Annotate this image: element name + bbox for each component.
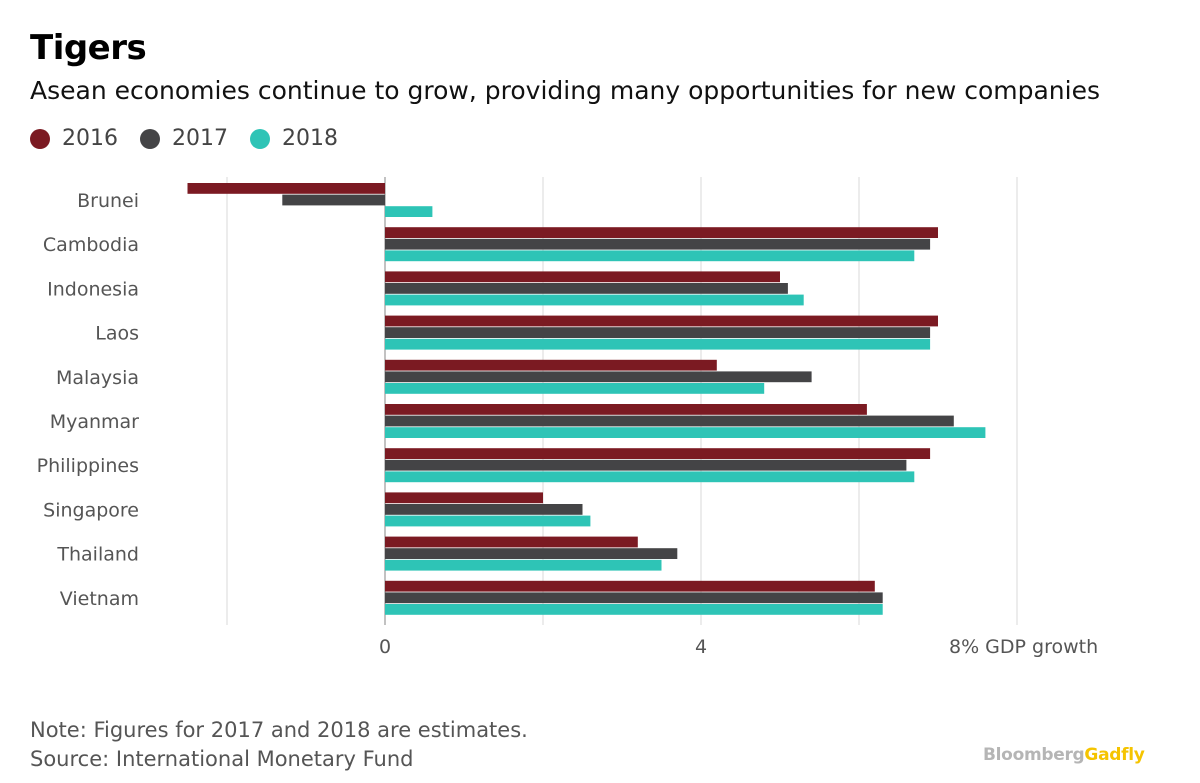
category-label: Myanmar <box>50 411 139 433</box>
bar-myanmar-2017 <box>385 415 954 427</box>
bar-singapore-2017 <box>385 504 583 515</box>
bar-cambodia-2016 <box>385 227 938 238</box>
bar-vietnam-2017 <box>385 592 883 604</box>
legend-label-2016: 2016 <box>62 126 118 151</box>
x-tick-label: 4 <box>695 636 707 658</box>
bar-cambodia-2017 <box>385 238 931 250</box>
bar-philippines-2017 <box>385 459 907 471</box>
category-label: Cambodia <box>43 234 139 256</box>
bar-malaysia-2017 <box>385 371 812 383</box>
source-text: Source: International Monetary Fund <box>30 747 414 771</box>
legend-dot-2016 <box>30 128 50 149</box>
footnote: Note: Figures for 2017 and 2018 are esti… <box>30 716 528 774</box>
x-tick-label: 0 <box>379 636 391 658</box>
note-text: Note: Figures for 2017 and 2018 are esti… <box>30 718 528 742</box>
bar-myanmar-2018 <box>385 427 986 438</box>
brand-gadfly: Gadfly <box>1084 745 1145 765</box>
x-tick-label: 8% GDP growth <box>949 636 1098 658</box>
legend-item-2016: 2016 <box>30 126 118 151</box>
bar-philippines-2018 <box>385 471 915 483</box>
legend-dot-2018 <box>250 128 270 149</box>
legend-label-2018: 2018 <box>282 126 338 151</box>
category-label: Laos <box>95 323 139 345</box>
bar-singapore-2016 <box>385 492 543 504</box>
legend-item-2018: 2018 <box>250 126 338 151</box>
bar-thailand-2017 <box>385 548 678 559</box>
bar-indonesia-2018 <box>385 294 804 306</box>
legend: 2016 2017 2018 <box>30 126 360 151</box>
bar-laos-2017 <box>385 327 931 338</box>
bar-malaysia-2018 <box>385 383 765 394</box>
bar-laos-2016 <box>385 315 938 327</box>
category-label: Brunei <box>77 190 139 212</box>
brand-bloomberg: Bloomberg <box>983 745 1085 765</box>
legend-dot-2017 <box>140 128 160 149</box>
bar-thailand-2018 <box>385 559 662 571</box>
category-label: Malaysia <box>56 367 139 389</box>
bar-malaysia-2016 <box>385 359 717 371</box>
bar-brunei-2016 <box>187 183 385 194</box>
bar-vietnam-2016 <box>385 580 875 592</box>
category-label: Indonesia <box>47 278 139 300</box>
bar-vietnam-2018 <box>385 604 883 615</box>
category-label: Vietnam <box>60 588 139 610</box>
bar-laos-2018 <box>385 338 931 350</box>
bar-cambodia-2018 <box>385 250 915 262</box>
bar-philippines-2016 <box>385 448 931 459</box>
brand-logo: BloombergGadfly <box>983 745 1145 765</box>
category-label: Singapore <box>43 499 139 521</box>
legend-label-2017: 2017 <box>172 126 228 151</box>
category-label: Philippines <box>37 455 139 477</box>
bar-singapore-2018 <box>385 515 591 527</box>
bar-brunei-2017 <box>282 194 385 206</box>
bar-indonesia-2017 <box>385 283 788 294</box>
legend-item-2017: 2017 <box>140 126 228 151</box>
chart-title: Tigers <box>30 28 147 68</box>
bar-brunei-2018 <box>385 206 433 217</box>
chart-subtitle: Asean economies continue to grow, provid… <box>30 76 1100 105</box>
bar-thailand-2016 <box>385 536 638 548</box>
category-label: Thailand <box>56 544 139 566</box>
bar-indonesia-2016 <box>385 271 780 283</box>
bar-myanmar-2016 <box>385 404 867 415</box>
